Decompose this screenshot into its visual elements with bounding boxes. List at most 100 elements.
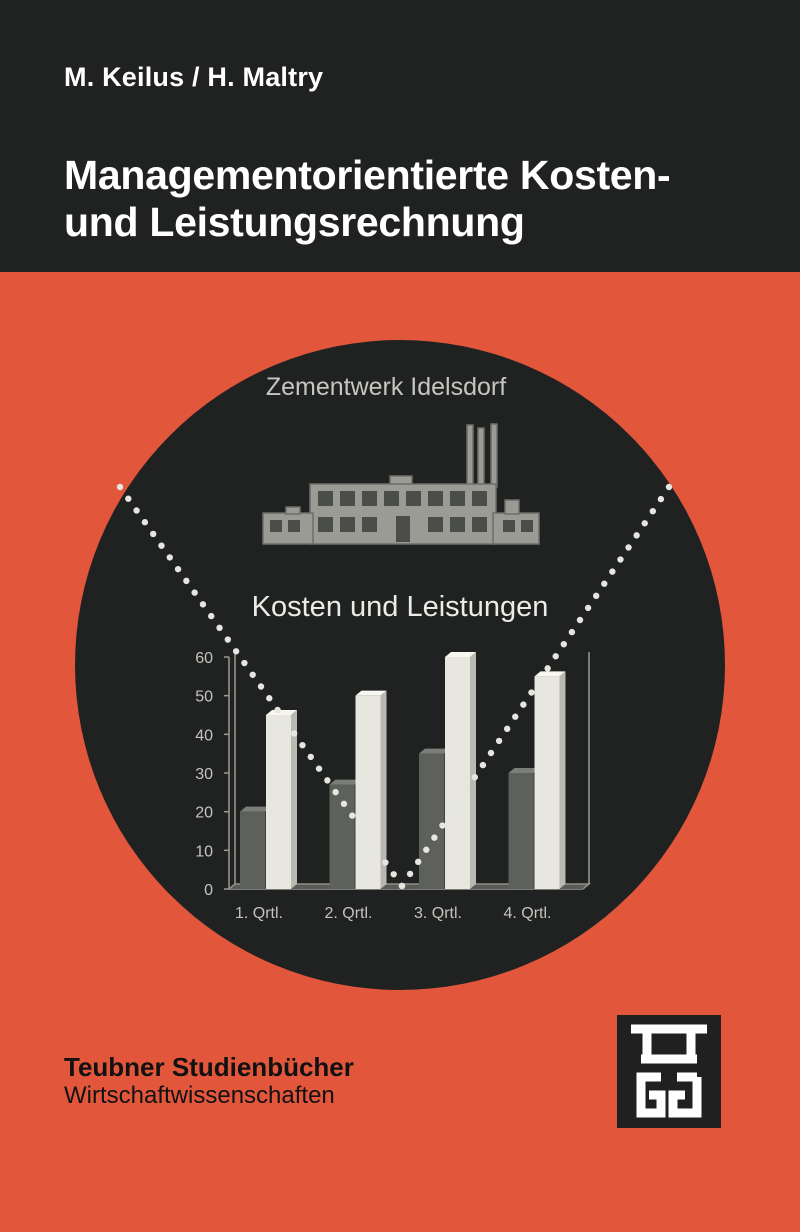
dot	[274, 706, 281, 714]
dot	[116, 483, 124, 491]
dot	[479, 761, 487, 769]
dot	[332, 788, 339, 796]
dot	[365, 835, 373, 843]
dot	[373, 847, 381, 854]
dot	[487, 749, 495, 757]
dot	[406, 870, 414, 878]
y-tick-label: 0	[204, 882, 213, 899]
dot	[290, 730, 298, 737]
dot	[471, 773, 479, 781]
y-tick-label: 30	[195, 766, 213, 783]
dot	[536, 677, 543, 684]
dot	[423, 846, 430, 853]
dot	[641, 520, 648, 527]
dot	[149, 530, 157, 538]
dot	[249, 671, 256, 678]
dot	[158, 542, 165, 549]
dot	[576, 616, 584, 624]
y-tick-label: 60	[195, 650, 213, 667]
dot	[455, 798, 462, 805]
series-name: Teubner Studienbücher	[64, 1052, 354, 1082]
dot	[431, 834, 438, 841]
authors: M. Keilus / H. Maltry	[64, 62, 324, 92]
dot	[357, 824, 364, 831]
dot	[307, 753, 314, 761]
dot	[257, 683, 265, 690]
dot	[520, 701, 527, 708]
dot	[447, 810, 454, 817]
dot	[398, 882, 406, 890]
dark-circle	[75, 340, 725, 990]
dot	[544, 665, 551, 672]
dot	[224, 636, 232, 643]
y-tick-label: 50	[195, 689, 213, 706]
dot	[439, 822, 446, 829]
company-label: Zementwerk Idelsdorf	[266, 373, 506, 401]
dot	[609, 568, 616, 575]
book-title-line: Managementorientierte Kosten-	[64, 152, 671, 198]
dot	[282, 718, 290, 725]
dot	[414, 858, 422, 866]
bar	[445, 652, 476, 889]
dot	[174, 565, 182, 573]
dot	[324, 777, 331, 784]
teubner-tg-logo	[617, 1015, 721, 1128]
bar	[419, 748, 450, 889]
series-block: Teubner Studienbücher Wirtschaftwissensc…	[64, 1052, 354, 1110]
series-subject: Wirtschaftwissenschaften	[64, 1082, 335, 1109]
dot	[601, 580, 608, 587]
x-tick-label: 1. Qrtl.	[235, 905, 283, 922]
book-title: Managementorientierte Kosten- und Leistu…	[64, 152, 671, 246]
dot	[633, 532, 640, 539]
y-tick-label: 10	[195, 843, 213, 860]
x-tick-label: 4. Qrtl.	[503, 905, 551, 922]
dot	[649, 507, 657, 515]
dot	[617, 556, 624, 563]
dot	[382, 859, 389, 866]
dotted-v-line	[116, 483, 673, 890]
dot	[266, 695, 273, 702]
chart-heading: Kosten und Leistungen	[252, 591, 549, 623]
bar-chart: 0 10 20 30 40 50 60 1. Qrtl. 2. Qrtl. 3. Qrtl. 4. …	[195, 650, 566, 922]
dot	[166, 554, 173, 561]
dot	[528, 689, 535, 696]
dot	[665, 483, 673, 491]
y-tick-label: 40	[195, 727, 213, 744]
x-tick-label: 3. Qrtl.	[414, 905, 462, 922]
bar	[534, 671, 566, 889]
dot	[241, 659, 248, 667]
header-band	[0, 0, 800, 272]
x-tick-label: 2. Qrtl.	[324, 905, 372, 922]
dot	[592, 592, 600, 600]
dot	[349, 812, 356, 819]
dot	[232, 648, 240, 655]
dot	[495, 737, 503, 745]
y-tick-label: 20	[195, 805, 213, 822]
dot	[512, 713, 519, 720]
bar	[266, 710, 297, 889]
dot	[191, 589, 198, 596]
dot	[208, 612, 215, 620]
dot	[390, 871, 397, 878]
dot	[125, 495, 132, 502]
dot	[560, 640, 568, 648]
dot	[199, 601, 207, 608]
dot	[141, 519, 149, 526]
dot	[133, 507, 140, 514]
dot	[216, 624, 223, 632]
bar	[355, 690, 387, 889]
dot	[503, 725, 511, 733]
dot	[568, 628, 576, 636]
dot	[657, 495, 665, 503]
book-title-line: und Leistungsrechnung	[64, 199, 525, 245]
dot	[625, 544, 632, 551]
dot	[584, 604, 592, 612]
dot	[183, 577, 190, 585]
factory-icon	[262, 423, 540, 545]
dot	[552, 653, 559, 660]
dot	[315, 765, 323, 772]
dot	[299, 741, 306, 749]
dot	[340, 800, 348, 808]
dot	[463, 786, 470, 793]
